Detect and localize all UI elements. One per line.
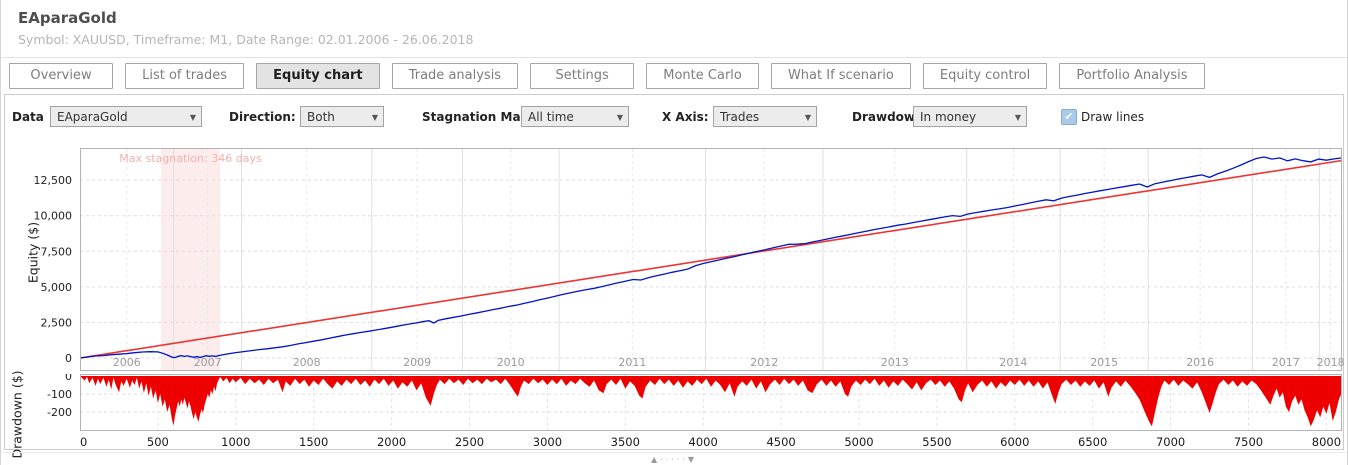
svg-text:2500: 2500 — [455, 435, 484, 449]
svg-text:3500: 3500 — [611, 435, 640, 449]
tab-portfolio-analysis[interactable]: Portfolio Analysis — [1059, 63, 1205, 89]
tab-what-if-scenario[interactable]: What If scenario — [770, 63, 911, 89]
svg-text:5500: 5500 — [922, 435, 951, 449]
draw-lines-checkbox[interactable]: ✔ — [1061, 109, 1077, 125]
stagnation-marker-select[interactable]: All time ▼ — [521, 106, 629, 127]
equity-curve — [79, 156, 1343, 359]
tab-trade-analysis[interactable]: Trade analysis — [391, 63, 519, 89]
drawdown-label: Drawdown: — [852, 110, 929, 124]
stagnation-marker-select-value: All time — [528, 110, 574, 124]
equity-chart-panel: Data EAparaGold ▼ Direction: Both sides … — [4, 94, 1347, 459]
x-axis-select[interactable]: Trades ▼ — [713, 106, 817, 127]
svg-text:2015: 2015 — [1090, 356, 1118, 369]
direction-select-value: Both sides — [307, 110, 335, 124]
chevron-down-icon: ▼ — [804, 113, 811, 122]
svg-text:2010: 2010 — [497, 356, 525, 369]
svg-text:2018: 2018 — [1317, 356, 1345, 369]
tab-settings[interactable]: Settings — [530, 63, 635, 89]
svg-text:7000: 7000 — [1156, 435, 1185, 449]
panel-divider — [1, 452, 1347, 453]
x-axis-select-value: Trades — [720, 110, 760, 124]
svg-text:4500: 4500 — [766, 435, 795, 449]
svg-text:2000: 2000 — [377, 435, 406, 449]
arrow-up-icon: ▲ — [650, 455, 661, 464]
svg-text:4000: 4000 — [689, 435, 718, 449]
stagnation-label: Max stagnation: 346 days — [119, 152, 262, 165]
chevron-down-icon: ▼ — [371, 113, 378, 122]
panel-splitter-handle[interactable]: ▲·····▼ — [651, 455, 697, 464]
tab-overview[interactable]: Overview — [9, 63, 113, 89]
equity-chart[interactable]: 0 2,500 5,000 7,500 10,000 12,500 2006 2007 2008… — [5, 148, 1347, 371]
svg-text:5,000: 5,000 — [41, 281, 73, 294]
svg-text:2013: 2013 — [881, 356, 909, 369]
svg-text:2017: 2017 — [1272, 356, 1300, 369]
svg-text:2009: 2009 — [403, 356, 431, 369]
chart-controls: Data EAparaGold ▼ Direction: Both sides … — [5, 106, 1343, 128]
svg-text:2014: 2014 — [999, 356, 1027, 369]
svg-text:-100: -100 — [47, 388, 72, 401]
svg-text:10,000: 10,000 — [34, 210, 73, 223]
svg-text:-200: -200 — [47, 406, 72, 419]
svg-text:0: 0 — [80, 435, 87, 449]
chevron-down-icon: ▼ — [616, 113, 623, 122]
trend-line — [79, 159, 1343, 359]
drawdown-chart[interactable]: 0 -100 -200 0 500 1000 1500 2000 2500 3000 3500 400… — [5, 374, 1347, 450]
svg-text:0: 0 — [65, 352, 72, 365]
svg-text:8000: 8000 — [1312, 435, 1341, 449]
page-subtitle: Symbol: XAUUSD, Timeframe: M1, Date Rang… — [18, 32, 474, 47]
direction-select[interactable]: Both sides ▼ — [300, 106, 384, 127]
tab-list-of-trades[interactable]: List of trades — [125, 63, 245, 89]
svg-text:5000: 5000 — [844, 435, 873, 449]
svg-text:2,500: 2,500 — [41, 316, 73, 329]
direction-label: Direction: — [229, 110, 296, 124]
tab-monte-carlo[interactable]: Monte Carlo — [646, 63, 759, 89]
svg-text:1500: 1500 — [299, 435, 328, 449]
svg-text:7,500: 7,500 — [41, 245, 73, 258]
svg-text:2011: 2011 — [618, 356, 646, 369]
svg-text:1000: 1000 — [221, 435, 250, 449]
tab-equity-control[interactable]: Equity control — [922, 63, 1048, 89]
drawdown-area — [80, 376, 1342, 427]
svg-text:12,500: 12,500 — [34, 174, 73, 187]
svg-text:6500: 6500 — [1078, 435, 1107, 449]
svg-text:6000: 6000 — [1000, 435, 1029, 449]
splitter-dots: ····· — [660, 455, 688, 464]
x-axis-label: X Axis: — [662, 110, 709, 124]
svg-text:2007: 2007 — [194, 356, 222, 369]
svg-text:2006: 2006 — [113, 356, 141, 369]
page-title: EAparaGold — [18, 9, 117, 27]
tab-bar: Overview List of trades Equity chart Tra… — [9, 63, 1212, 91]
tab-equity-chart[interactable]: Equity chart — [256, 63, 380, 89]
svg-text:3000: 3000 — [533, 435, 562, 449]
svg-text:0: 0 — [65, 374, 72, 383]
arrow-down-icon: ▼ — [687, 455, 698, 464]
data-label: Data — [12, 110, 44, 124]
chevron-down-icon: ▼ — [1014, 113, 1021, 122]
data-select-value: EAparaGold — [57, 110, 128, 124]
svg-text:7500: 7500 — [1234, 435, 1263, 449]
stagnation-band — [161, 149, 220, 370]
svg-text:500: 500 — [147, 435, 169, 449]
report-header: EAparaGold Symbol: XAUUSD, Timeframe: M1… — [1, 0, 1347, 58]
stagnation-marker-label: Stagnation Marker: — [422, 110, 553, 124]
svg-text:2008: 2008 — [293, 356, 321, 369]
svg-text:2016: 2016 — [1186, 356, 1214, 369]
chevron-down-icon: ▼ — [189, 113, 196, 122]
svg-text:2012: 2012 — [750, 356, 778, 369]
drawdown-select-value: In money — [920, 110, 977, 124]
draw-lines-label: Draw lines — [1081, 110, 1145, 124]
data-select[interactable]: EAparaGold ▼ — [50, 106, 202, 127]
drawdown-select[interactable]: In money ▼ — [913, 106, 1027, 127]
